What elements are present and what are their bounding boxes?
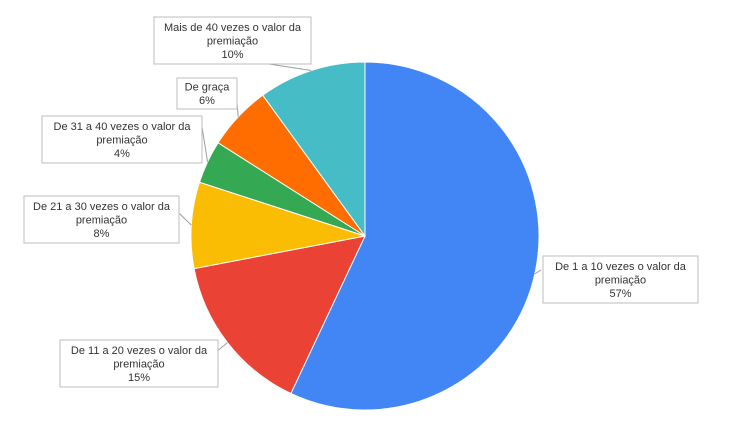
slice-category-label: De 1 a 10 vezes o valor da — [555, 261, 687, 273]
pie-slice — [193, 235, 366, 395]
slice-category-label: premiação — [207, 35, 258, 47]
callout-box — [176, 77, 238, 110]
leader-line — [268, 63, 312, 71]
callout-box — [41, 115, 203, 164]
slice-percent-label: 6% — [199, 95, 215, 107]
callout-box — [153, 16, 312, 65]
slice-category-label: premiação — [96, 134, 147, 146]
slice-category-label: De 11 a 20 vezes o valor da — [71, 345, 208, 357]
leader-line — [534, 269, 542, 275]
callout-box — [23, 195, 180, 244]
slice-percent-label: 10% — [221, 49, 243, 61]
callout-box — [59, 339, 219, 388]
leader-line — [178, 212, 192, 226]
pie-slice — [262, 61, 366, 238]
pie-slice — [290, 61, 540, 411]
slice-percent-label: 8% — [94, 228, 110, 240]
slice-category-label: De 31 a 40 vezes o valor da — [54, 121, 192, 133]
leader-line — [201, 126, 209, 162]
slice-category-label: premiação — [76, 214, 127, 226]
slice-category-label: premiação — [595, 274, 646, 286]
slice-percent-label: 4% — [114, 148, 130, 160]
slice-category-label: De 21 a 30 vezes o valor da — [33, 201, 171, 213]
slice-category-label: premiação — [113, 358, 164, 370]
callout-box — [542, 255, 699, 304]
slice-percent-label: 15% — [128, 372, 150, 384]
slice-category-label: De graça — [185, 82, 231, 94]
slice-percent-label: 57% — [609, 288, 631, 300]
slice-callouts: De 1 a 10 vezes o valor dapremiação57%De… — [23, 16, 699, 388]
slice-category-label: Mais de 40 vezes o valor da — [164, 22, 302, 34]
pie-slices — [190, 61, 540, 411]
